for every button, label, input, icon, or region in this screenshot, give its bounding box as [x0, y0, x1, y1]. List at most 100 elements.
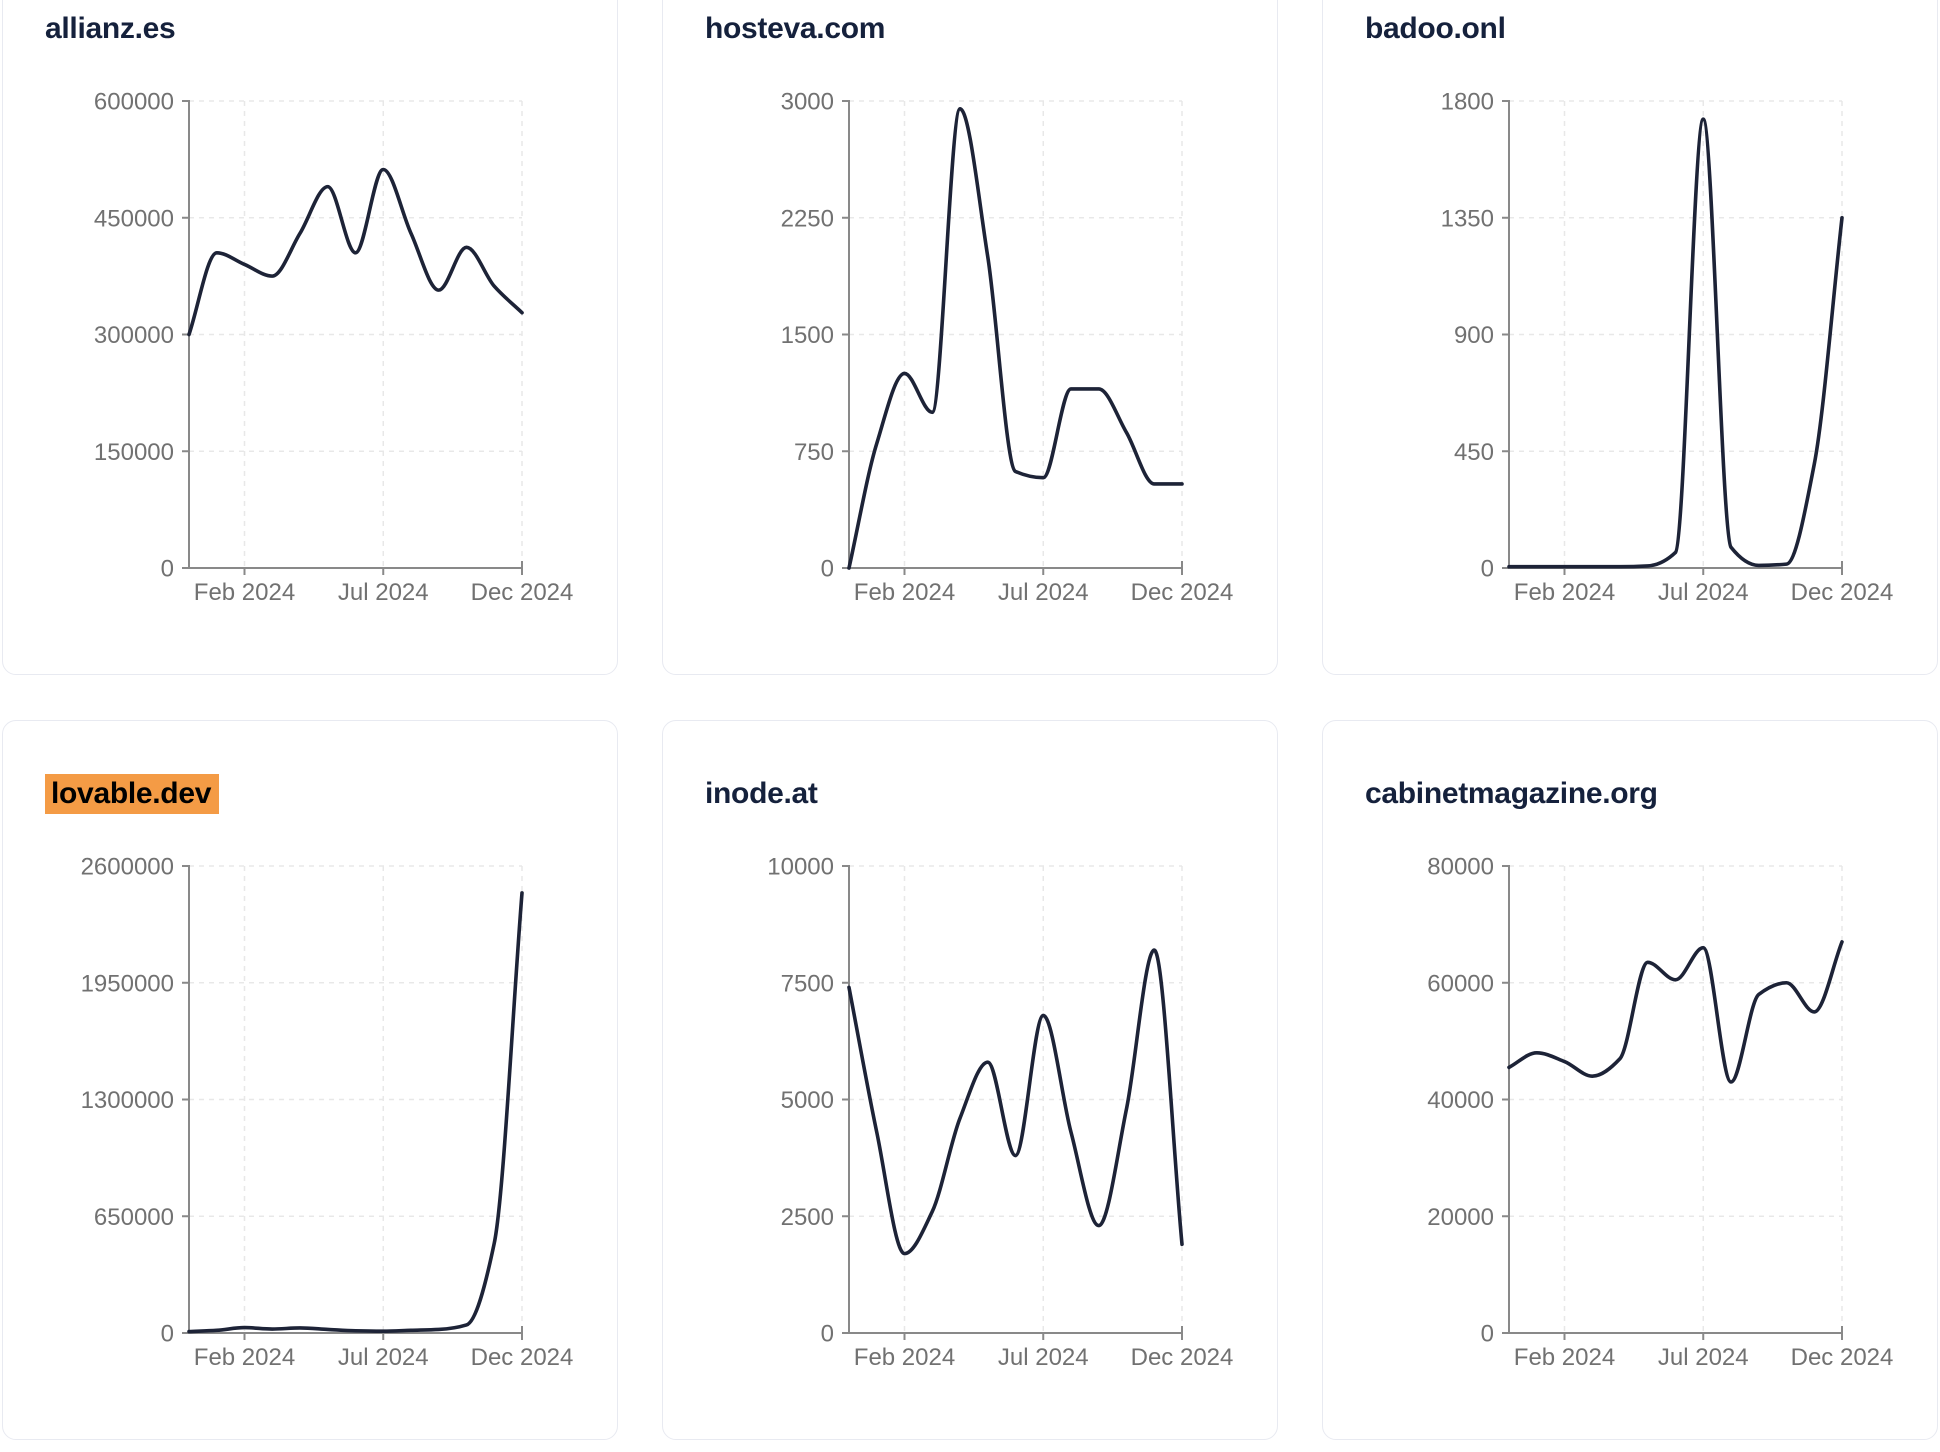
y-tick-label: 0	[821, 1321, 834, 1348]
y-tick-label: 600000	[94, 89, 174, 116]
x-tick-label: Jul 2024	[998, 1344, 1089, 1371]
x-tick-label: Jul 2024	[998, 579, 1089, 606]
axes	[1502, 865, 1843, 1340]
y-tick-label: 2600000	[81, 854, 174, 881]
tick-labels: 0 650000 1300000 1950000 2600000 Feb 2024 Jul …	[81, 854, 574, 1372]
x-tick-label: Feb 2024	[194, 1344, 295, 1371]
chart-card-badoo: badoo.onl 0 450 900 1350 1800 Feb 2024 Jul 202…	[1322, 0, 1938, 675]
y-tick-label: 1500	[781, 322, 834, 349]
tick-labels: 0 20000 40000 60000 80000 Feb 2024 Jul 2024 Dec…	[1427, 854, 1893, 1372]
chart-card-lovable: lovable.dev 0 650000 1300000 1950000 2600000…	[2, 720, 618, 1440]
y-tick-label: 40000	[1427, 1087, 1494, 1114]
y-tick-label: 750	[794, 439, 834, 466]
tick-labels: 0 750 1500 2250 3000 Feb 2024 Jul 2024 Dec 2024	[781, 89, 1234, 607]
y-tick-label: 2500	[781, 1204, 834, 1231]
gridlines	[1509, 100, 1843, 568]
x-axis	[849, 561, 1183, 569]
tick-labels: 0 2500 5000 7500 10000 Feb 2024 Jul 2024 Dec 20…	[767, 854, 1233, 1372]
chart-card-inode: inode.at 0 2500 5000 7500 10000 Feb 2024 Jul 2…	[662, 720, 1278, 1440]
y-tick-label: 300000	[94, 322, 174, 349]
x-tick-label: Feb 2024	[1514, 579, 1615, 606]
x-tick-label: Dec 2024	[1791, 1344, 1894, 1371]
gridlines	[189, 100, 523, 568]
series-line	[187, 891, 524, 1334]
chart-title: inode.at	[705, 776, 818, 812]
y-tick-label: 60000	[1427, 970, 1494, 997]
axes	[1502, 100, 1843, 575]
chart-title-text: inode.at	[705, 777, 818, 810]
y-tick-label: 1800	[1441, 89, 1494, 116]
chart-card-cabinetmagazine: cabinetmagazine.org 0 20000 40000 60000 8000…	[1322, 720, 1938, 1440]
series-line	[847, 948, 1184, 1256]
chart-title: cabinetmagazine.org	[1365, 776, 1658, 812]
y-tick-label: 0	[161, 1321, 174, 1348]
y-tick-label: 2250	[781, 205, 834, 232]
chart-title: lovable.dev	[45, 774, 220, 814]
gridlines	[189, 865, 523, 1333]
chart-title-text-highlighted: lovable.dev	[45, 774, 220, 814]
gridlines	[1509, 865, 1843, 1333]
y-tick-label: 7500	[781, 970, 834, 997]
x-tick-label: Dec 2024	[471, 579, 574, 606]
y-tick-label: 20000	[1427, 1204, 1494, 1231]
y-tick-label: 10000	[767, 854, 834, 881]
axes	[182, 100, 523, 575]
line-chart: 0 20000 40000 60000 80000 Feb 2024 Jul 2024 Dec…	[1427, 854, 1893, 1372]
x-tick-label: Dec 2024	[1131, 579, 1234, 606]
y-tick-label: 0	[1481, 556, 1494, 583]
y-tick-label: 150000	[94, 439, 174, 466]
line-chart: 0 750 1500 2250 3000 Feb 2024 Jul 2024 Dec 2024	[781, 89, 1234, 607]
chart-card-hosteva: hosteva.com 0 750 1500 2250 3000 Feb 2024 Jul …	[662, 0, 1278, 675]
y-tick-label: 5000	[781, 1087, 834, 1114]
y-tick-label: 1950000	[81, 970, 174, 997]
axes	[842, 100, 1183, 575]
line-chart: 0 650000 1300000 1950000 2600000 Feb 2024 Jul …	[81, 854, 574, 1372]
y-tick-label: 1300000	[81, 1087, 174, 1114]
axes	[842, 865, 1183, 1340]
y-tick-label: 0	[161, 556, 174, 583]
axes	[182, 865, 523, 1340]
x-tick-label: Dec 2024	[1131, 1344, 1234, 1371]
tick-labels: 0 150000 300000 450000 600000 Feb 2024 Jul 202…	[94, 89, 573, 607]
series-line	[187, 167, 524, 337]
y-tick-label: 1350	[1441, 205, 1494, 232]
x-tick-label: Feb 2024	[194, 579, 295, 606]
tick-labels: 0 450 900 1350 1800 Feb 2024 Jul 2024 Dec 2024	[1441, 89, 1894, 607]
y-tick-label: 3000	[781, 89, 834, 116]
series-line	[847, 106, 1184, 570]
x-tick-label: Feb 2024	[1514, 1344, 1615, 1371]
x-tick-label: Jul 2024	[338, 1344, 429, 1371]
y-tick-label: 650000	[94, 1204, 174, 1231]
series-line	[1507, 117, 1844, 569]
x-tick-label: Dec 2024	[1791, 579, 1894, 606]
x-axis	[849, 1326, 1183, 1334]
y-tick-label: 0	[1481, 1321, 1494, 1348]
chart-title-text: allianz.es	[45, 12, 176, 45]
x-axis	[189, 561, 523, 569]
y-tick-label: 0	[821, 556, 834, 583]
y-tick-label: 450000	[94, 205, 174, 232]
x-axis	[1509, 1326, 1843, 1334]
gridlines	[849, 865, 1183, 1333]
x-tick-label: Jul 2024	[1658, 1344, 1749, 1371]
chart-title: allianz.es	[45, 11, 176, 47]
x-tick-label: Jul 2024	[338, 579, 429, 606]
y-tick-label: 80000	[1427, 854, 1494, 881]
line-chart: 0 2500 5000 7500 10000 Feb 2024 Jul 2024 Dec 20…	[767, 854, 1233, 1372]
series-line	[1507, 940, 1844, 1084]
x-tick-label: Feb 2024	[854, 1344, 955, 1371]
chart-card-allianz: allianz.es 0 150000 300000 450000 600000 Feb …	[2, 0, 618, 675]
chart-title-text: badoo.onl	[1365, 12, 1506, 45]
chart-title-text: cabinetmagazine.org	[1365, 777, 1658, 810]
line-chart: 0 150000 300000 450000 600000 Feb 2024 Jul 202…	[94, 89, 573, 607]
chart-title: badoo.onl	[1365, 11, 1506, 47]
x-tick-label: Dec 2024	[471, 1344, 574, 1371]
x-tick-label: Feb 2024	[854, 579, 955, 606]
line-chart: 0 450 900 1350 1800 Feb 2024 Jul 2024 Dec 2024	[1441, 89, 1894, 607]
chart-title-text: hosteva.com	[705, 12, 886, 45]
y-tick-label: 900	[1454, 322, 1494, 349]
x-tick-label: Jul 2024	[1658, 579, 1749, 606]
chart-title: hosteva.com	[705, 11, 885, 47]
y-tick-label: 450	[1454, 439, 1494, 466]
gridlines	[849, 100, 1183, 568]
